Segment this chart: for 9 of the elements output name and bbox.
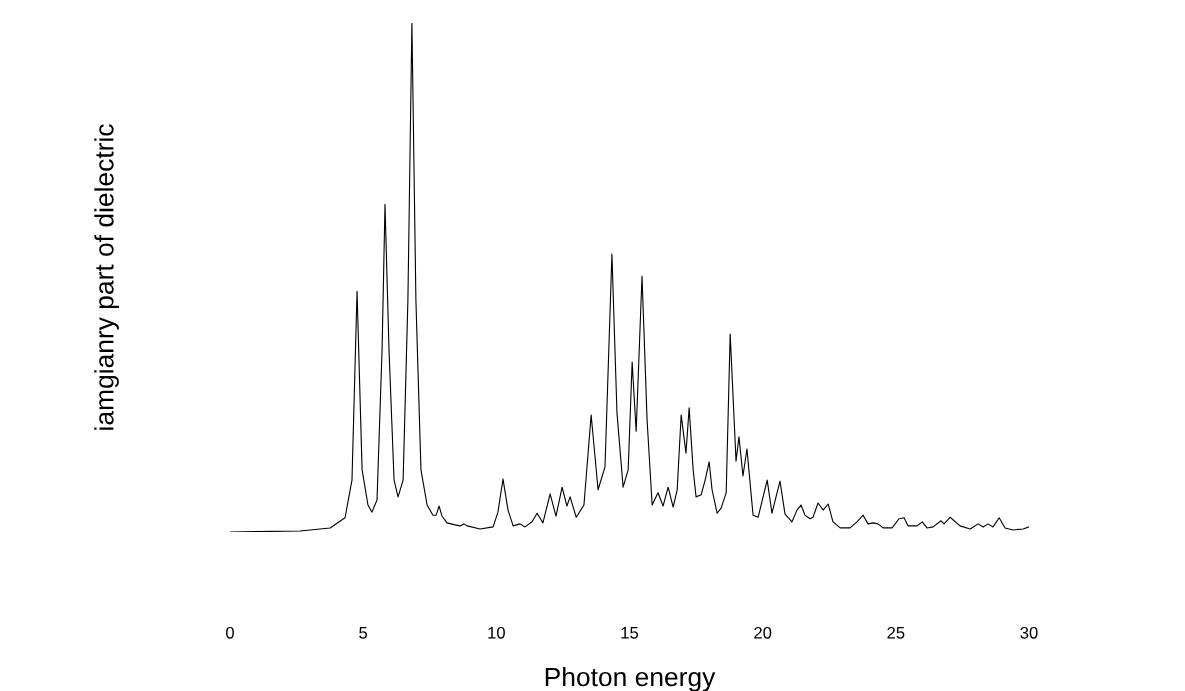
x-tick-label: 5 xyxy=(359,627,368,639)
x-tick-label: 20 xyxy=(754,626,772,639)
x-axis-title: Photon energy xyxy=(545,666,716,691)
x-tick-label: 0 xyxy=(226,626,234,639)
x-tick-label: 15 xyxy=(621,627,639,639)
y-axis-title: iamgianry part of dielectric xyxy=(94,124,119,430)
x-tick-label: 25 xyxy=(887,626,905,639)
x-tick-label: 30 xyxy=(1020,626,1038,639)
x-tick-label: 10 xyxy=(488,626,505,639)
